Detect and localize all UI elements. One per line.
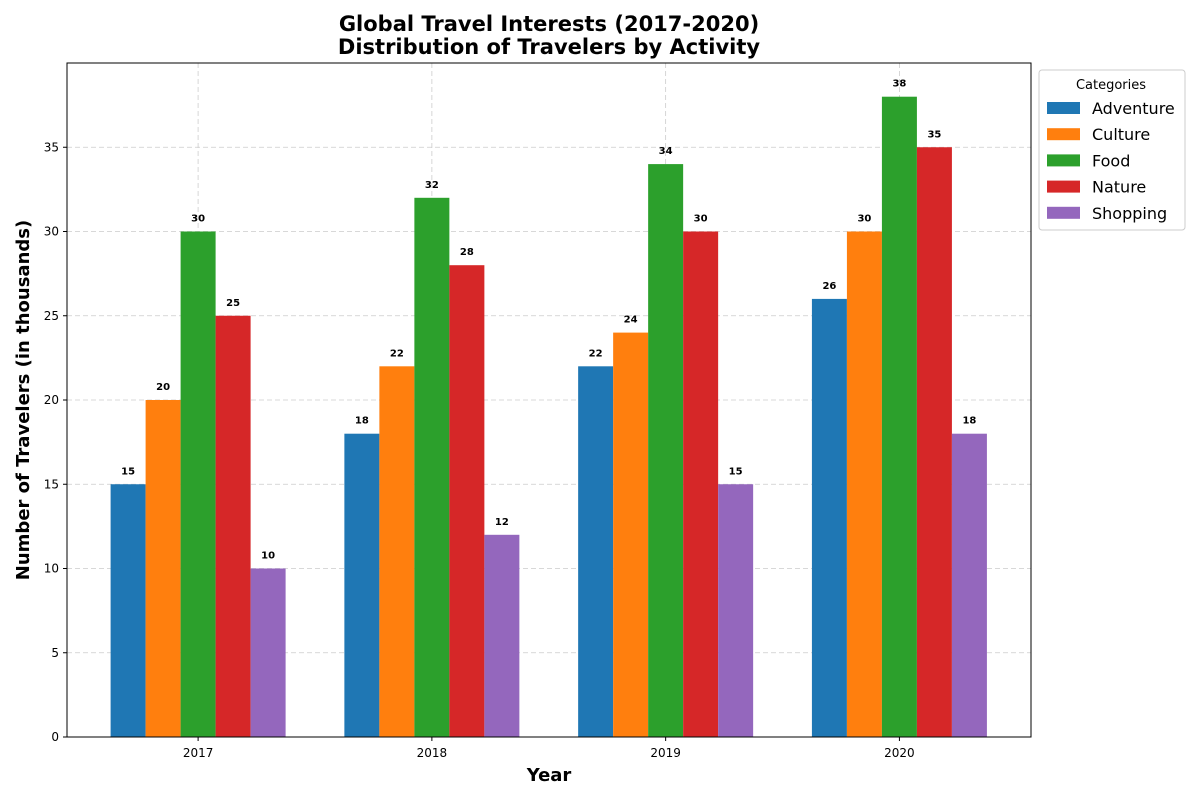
legend-swatch-culture: [1047, 128, 1080, 141]
legend-swatch-adventure: [1047, 102, 1080, 114]
bar-food-2017: [180, 231, 216, 737]
bar-food-2019: [648, 164, 684, 738]
legend-label-shopping: Shopping: [1092, 204, 1167, 223]
bar-nature-2018: [449, 265, 485, 737]
data-label: 12: [495, 517, 509, 528]
data-label: 32: [425, 180, 439, 191]
bar-shopping-2018: [484, 534, 520, 737]
data-label: 18: [355, 416, 369, 427]
y-tick-label: 20: [44, 393, 59, 407]
legend-label-nature: Nature: [1092, 178, 1146, 197]
x-tick-label: 2019: [650, 746, 681, 760]
x-tick-label: 2018: [417, 746, 448, 760]
legend-swatch-nature: [1047, 180, 1080, 193]
data-label: 30: [191, 214, 205, 225]
bar-adventure-2017: [110, 484, 146, 737]
data-labels: 15 18 22 26 20 22 24 30 30 32 34 38 25 28 30 35 10 12 15 18: [121, 79, 976, 562]
data-label: 22: [390, 348, 404, 359]
y-axis-ticks: 0 5 10 15 20 25 30 35: [44, 140, 67, 744]
bar-shopping-2017: [250, 568, 286, 737]
legend-label-food: Food: [1092, 151, 1130, 170]
x-tick-label: 2017: [183, 746, 214, 760]
x-axis-label: Year: [526, 765, 572, 786]
bar-adventure-2020: [811, 298, 847, 737]
bar-food-2018: [414, 197, 450, 738]
data-label: 25: [226, 298, 240, 309]
data-label: 18: [962, 416, 976, 427]
bar-adventure-2018: [344, 433, 380, 737]
legend: Categories Adventure Culture Food Nature Sho…: [1038, 69, 1186, 231]
legend-swatch-shopping: [1047, 206, 1080, 219]
bar-culture-2020: [846, 231, 882, 737]
bar-nature-2020: [916, 147, 952, 737]
y-tick-label: 10: [44, 562, 59, 576]
data-label: 20: [156, 382, 170, 393]
legend-swatch-food: [1047, 154, 1080, 167]
bar-culture-2018: [379, 366, 415, 737]
data-label: 34: [659, 146, 673, 157]
bars: [110, 96, 987, 738]
data-label: 24: [624, 315, 638, 326]
y-tick-label: 30: [44, 225, 59, 239]
y-axis-label: Number of Travelers (in thousands): [13, 220, 34, 580]
bar-nature-2019: [683, 231, 719, 737]
chart-subtitle: Distribution of Travelers by Activity: [338, 35, 760, 59]
bar-shopping-2019: [718, 484, 754, 737]
y-tick-label: 25: [44, 309, 59, 323]
data-label: 15: [121, 466, 135, 477]
data-label: 30: [857, 214, 871, 225]
legend-items: Adventure Culture Food Nature Shopping: [1047, 99, 1175, 223]
data-label: 35: [927, 129, 941, 140]
y-tick-label: 5: [51, 646, 59, 660]
data-label: 10: [261, 551, 275, 562]
bar-culture-2017: [145, 400, 181, 737]
data-label: 15: [729, 466, 743, 477]
legend-title: Categories: [1076, 78, 1146, 93]
x-tick-label: 2020: [884, 746, 915, 760]
bar-adventure-2019: [578, 366, 614, 737]
y-tick-label: 0: [51, 730, 59, 744]
y-tick-label: 35: [44, 140, 59, 154]
bar-culture-2019: [613, 332, 649, 737]
y-tick-label: 15: [44, 477, 59, 491]
data-label: 30: [694, 214, 708, 225]
bar-nature-2017: [215, 315, 251, 737]
data-label: 22: [589, 348, 603, 359]
data-label: 38: [892, 79, 906, 90]
bar-food-2020: [881, 96, 917, 737]
legend-label-culture: Culture: [1092, 125, 1150, 144]
x-axis-ticks: 2017 2018 2019 2020: [183, 737, 915, 760]
data-label: 28: [460, 247, 474, 258]
legend-label-adventure: Adventure: [1092, 99, 1175, 118]
data-label: 26: [822, 281, 836, 292]
bar-shopping-2020: [951, 433, 987, 737]
chart-title: Global Travel Interests (2017-2020): [339, 12, 759, 36]
